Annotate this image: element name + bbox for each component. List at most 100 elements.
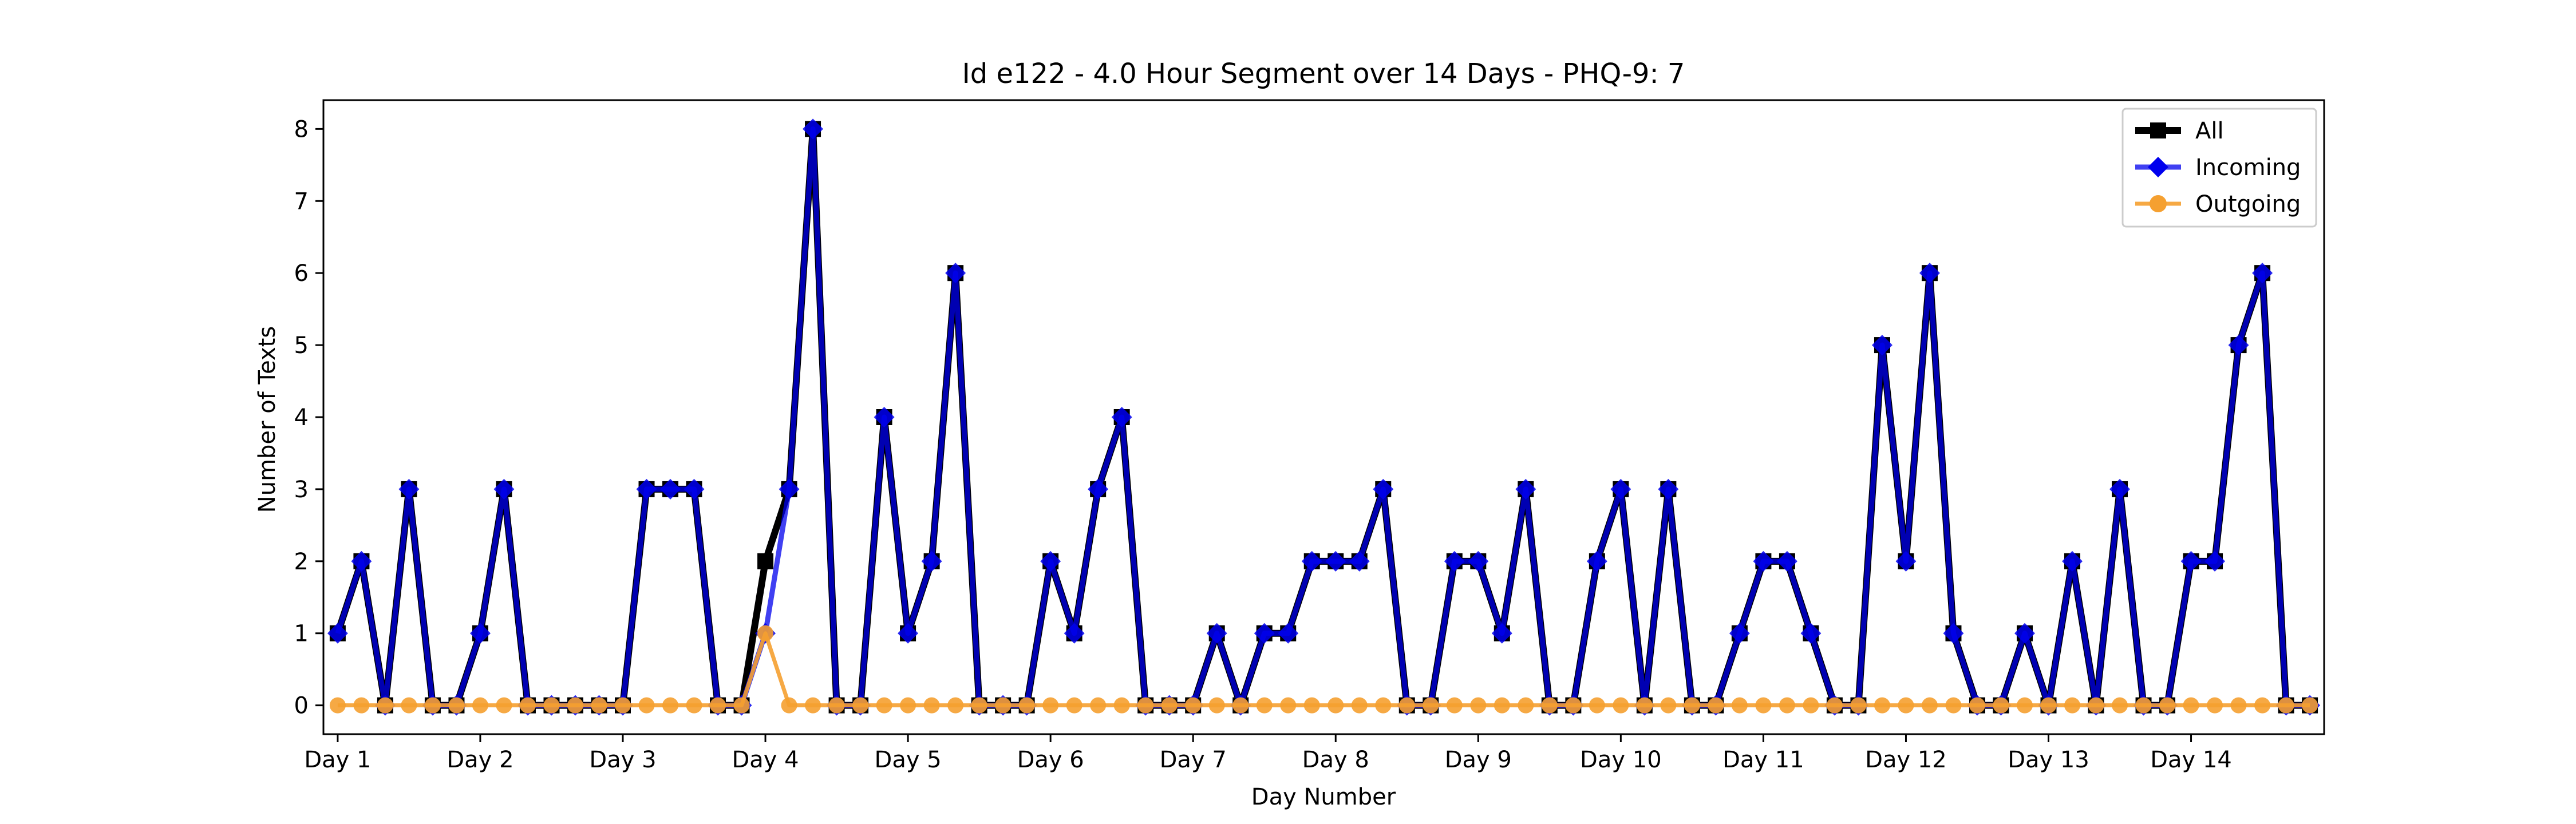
data-point-outgoing bbox=[1494, 697, 1510, 714]
data-point-incoming bbox=[779, 478, 800, 500]
data-point-incoming bbox=[1491, 623, 1512, 644]
data-point-outgoing bbox=[947, 697, 964, 714]
data-point-incoming bbox=[636, 478, 657, 500]
data-point-incoming bbox=[2180, 550, 2202, 572]
data-point-incoming bbox=[1610, 478, 1631, 500]
data-point-outgoing bbox=[472, 697, 488, 714]
data-point-incoming bbox=[898, 623, 919, 644]
data-point-outgoing bbox=[1969, 697, 1985, 714]
data-point-outgoing bbox=[1779, 697, 1795, 714]
data-point-incoming bbox=[1325, 550, 1346, 572]
data-point-outgoing bbox=[1731, 697, 1748, 714]
data-point-outgoing bbox=[995, 697, 1012, 714]
x-tick-label: Day 3 bbox=[589, 747, 656, 773]
y-tick-label: 0 bbox=[294, 693, 309, 719]
legend-entry-incoming: Incoming bbox=[2135, 154, 2301, 181]
series-all bbox=[329, 121, 2318, 714]
data-point-outgoing bbox=[377, 697, 393, 714]
data-point-incoming bbox=[351, 550, 372, 572]
x-tick-label: Day 2 bbox=[447, 747, 513, 773]
chart-title: Id e122 - 4.0 Hour Segment over 14 Days … bbox=[962, 58, 1685, 90]
data-point-incoming bbox=[1301, 550, 1322, 572]
data-point-outgoing bbox=[1660, 697, 1677, 714]
data-point-incoming bbox=[1919, 263, 1940, 284]
x-tick-label: Day 12 bbox=[1865, 747, 1947, 773]
data-point-incoming bbox=[1753, 550, 1774, 572]
data-point-outgoing bbox=[567, 697, 583, 714]
data-point-outgoing bbox=[900, 697, 916, 714]
data-point-outgoing bbox=[1613, 697, 1629, 714]
data-point-outgoing bbox=[353, 697, 370, 714]
data-point-incoming bbox=[683, 478, 705, 500]
data-point-outgoing bbox=[496, 697, 512, 714]
data-point-all bbox=[757, 553, 774, 569]
data-point-incoming bbox=[1254, 623, 1275, 644]
data-point-incoming bbox=[945, 263, 966, 284]
data-point-incoming bbox=[1895, 550, 1917, 572]
data-point-outgoing bbox=[1993, 697, 2009, 714]
data-point-incoming bbox=[1111, 407, 1132, 427]
data-point-incoming bbox=[1064, 623, 1085, 644]
data-point-incoming bbox=[2228, 335, 2249, 356]
data-point-outgoing bbox=[662, 697, 679, 714]
data-point-incoming bbox=[803, 118, 824, 140]
data-point-outgoing bbox=[1327, 697, 1344, 714]
data-point-outgoing bbox=[781, 697, 797, 714]
data-point-outgoing bbox=[1850, 697, 1867, 714]
data-point-outgoing bbox=[852, 697, 869, 714]
x-tick-label: Day 10 bbox=[1580, 747, 1662, 773]
data-point-outgoing bbox=[1185, 697, 1202, 714]
data-point-outgoing bbox=[519, 697, 536, 714]
y-tick-label: 2 bbox=[294, 549, 309, 575]
data-point-outgoing bbox=[2183, 697, 2199, 714]
data-point-incoming bbox=[660, 478, 681, 500]
data-point-outgoing bbox=[971, 697, 987, 714]
data-point-outgoing bbox=[424, 697, 441, 714]
data-point-incoming bbox=[1349, 550, 1370, 572]
data-point-incoming bbox=[1658, 478, 1679, 500]
data-point-outgoing bbox=[1423, 697, 1439, 714]
data-point-outgoing bbox=[2254, 697, 2271, 714]
series-line-incoming bbox=[335, 126, 2310, 708]
legend-entry-outgoing: Outgoing bbox=[2135, 191, 2301, 217]
legend-box bbox=[2121, 108, 2317, 228]
data-point-outgoing bbox=[1042, 697, 1059, 714]
y-tick-label: 6 bbox=[294, 260, 309, 287]
plot-area bbox=[327, 118, 2321, 716]
data-point-incoming bbox=[2204, 550, 2226, 572]
data-point-outgoing bbox=[2064, 697, 2081, 714]
data-point-outgoing bbox=[2135, 697, 2152, 714]
x-tick-label: Day 11 bbox=[1722, 747, 1804, 773]
data-point-outgoing bbox=[615, 697, 631, 714]
data-point-outgoing bbox=[1232, 697, 1249, 714]
x-tick-label: Day 9 bbox=[1445, 747, 1512, 773]
y-tick-label: 5 bbox=[294, 332, 309, 359]
data-point-incoming bbox=[469, 623, 491, 644]
data-point-outgoing bbox=[2278, 697, 2294, 714]
data-point-incoming bbox=[2014, 623, 2035, 644]
data-point-outgoing bbox=[1375, 697, 1392, 714]
data-point-outgoing bbox=[923, 697, 940, 714]
data-point-outgoing bbox=[1470, 697, 1487, 714]
data-point-incoming bbox=[921, 550, 942, 572]
y-tick-label: 3 bbox=[294, 477, 309, 503]
data-point-outgoing bbox=[1636, 697, 1653, 714]
data-point-outgoing bbox=[401, 697, 417, 714]
data-point-outgoing bbox=[329, 697, 346, 714]
data-point-outgoing bbox=[876, 697, 892, 714]
data-point-outgoing bbox=[2088, 697, 2104, 714]
x-axis-label: Day Number bbox=[1251, 784, 1396, 810]
data-point-outgoing bbox=[2207, 697, 2223, 714]
data-point-outgoing bbox=[733, 697, 750, 714]
x-tick-label: Day 7 bbox=[1160, 747, 1227, 773]
legend-label-outgoing: Outgoing bbox=[2195, 191, 2301, 217]
data-point-outgoing bbox=[2230, 697, 2247, 714]
data-point-outgoing bbox=[2112, 697, 2128, 714]
data-point-incoming bbox=[1040, 550, 1061, 572]
legend-label-all: All bbox=[2195, 118, 2224, 144]
data-point-outgoing bbox=[1803, 697, 1819, 714]
data-point-incoming bbox=[1373, 478, 1394, 500]
x-tick-label: Day 14 bbox=[2150, 747, 2232, 773]
data-point-incoming bbox=[1206, 623, 1227, 644]
